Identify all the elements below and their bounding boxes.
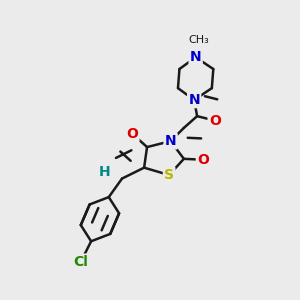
Text: O: O xyxy=(209,114,221,128)
Text: H: H xyxy=(98,165,110,179)
Text: O: O xyxy=(197,153,209,167)
Text: N: N xyxy=(165,134,176,148)
Text: N: N xyxy=(188,93,200,107)
Text: O: O xyxy=(126,127,138,141)
Text: N: N xyxy=(190,50,202,64)
Text: S: S xyxy=(164,168,174,182)
Text: Cl: Cl xyxy=(74,255,88,269)
Text: CH₃: CH₃ xyxy=(188,34,209,45)
Text: H: H xyxy=(98,165,110,179)
